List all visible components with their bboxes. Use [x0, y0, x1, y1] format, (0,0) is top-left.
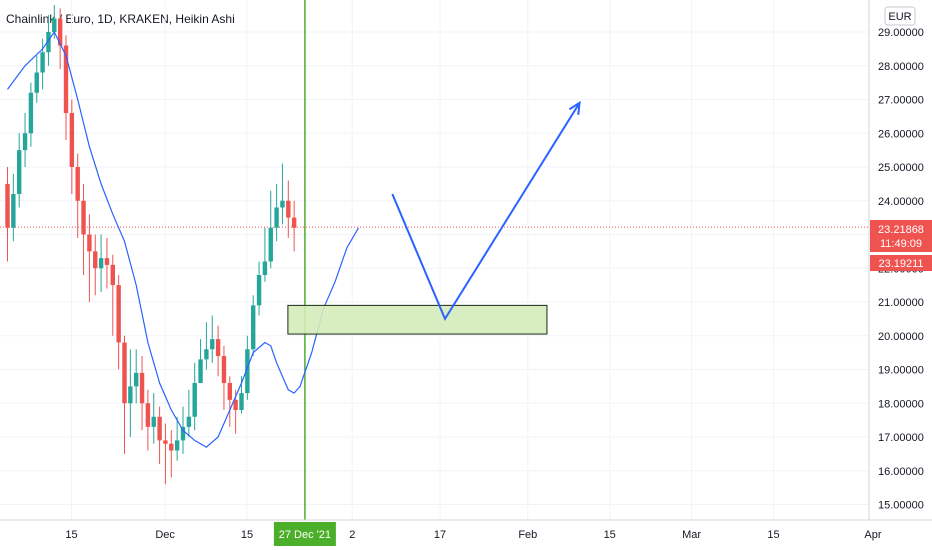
candle-body [192, 383, 197, 417]
support-zone-rectangle[interactable] [287, 304, 548, 335]
candle-body [87, 234, 92, 252]
candle-body [180, 426, 186, 441]
candle-body [221, 356, 227, 383]
candle-body [163, 440, 168, 444]
candle-body [46, 32, 51, 53]
countdown-timer: 11:49:09 [880, 238, 922, 250]
candle-body [291, 217, 297, 228]
price-tick-label: 29.00000 [878, 27, 924, 39]
candle-body [280, 200, 285, 208]
price-tick-label: 20.00000 [878, 331, 924, 343]
price-tick-label: 26.00000 [878, 128, 924, 140]
candle-body [40, 52, 45, 73]
second-price-tag: 23.19211 [870, 255, 932, 271]
candle-body [174, 440, 180, 451]
candle-body [262, 261, 268, 275]
candle-body [11, 194, 16, 228]
candle-body [210, 339, 215, 350]
candle-body [104, 258, 110, 265]
candle-body [93, 251, 98, 269]
candle-body [268, 227, 273, 262]
candle-body [34, 72, 39, 93]
candle-body [75, 167, 80, 201]
current-price-value: 23.21868 [878, 224, 924, 236]
time-tick-label: Dec [155, 529, 175, 541]
time-tick-label: 15 [65, 529, 77, 541]
time-tick-label: 15 [241, 529, 253, 541]
candle-body [28, 92, 34, 134]
time-axis[interactable] [0, 520, 869, 550]
candle-body [186, 416, 192, 427]
crosshair-time-label: 27 Dec '21 [273, 522, 336, 546]
time-tick-label: 17 [434, 529, 446, 541]
projection-arrow[interactable] [391, 100, 581, 322]
price-tick-label: 27.00000 [878, 95, 924, 107]
candle-body [139, 372, 145, 404]
candle-body [169, 443, 174, 451]
price-tick-label: 15.00000 [878, 500, 924, 512]
candle-body [17, 150, 22, 194]
price-tick-label: 18.00000 [878, 398, 924, 410]
candle-body [251, 305, 256, 350]
candle-body [69, 113, 75, 167]
candle-body [81, 200, 86, 235]
price-tick-label: 19.00000 [878, 365, 924, 377]
time-tick-label: Feb [518, 529, 537, 541]
price-tick-label: 21.00000 [878, 297, 924, 309]
candle-body [157, 416, 162, 441]
current-price-tag: 23.21868 11:49:09 [870, 220, 932, 252]
price-tick-label: 16.00000 [878, 466, 924, 478]
moving-average-line [7, 30, 360, 448]
candle-body [116, 285, 121, 343]
candle-body [57, 18, 63, 46]
candle-body [286, 200, 291, 218]
candle-body [110, 264, 115, 286]
candle-body [245, 349, 250, 394]
candle-body [239, 393, 244, 410]
price-tick-label: 28.00000 [878, 61, 924, 73]
time-tick-label: Apr [864, 529, 881, 541]
price-tick-label: 24.00000 [878, 196, 924, 208]
time-tick-label: 15 [604, 529, 616, 541]
candle-body [63, 45, 69, 113]
currency-button[interactable] [884, 6, 916, 26]
candle-body [145, 403, 151, 427]
candle-body [52, 18, 57, 32]
candle-body [204, 349, 209, 360]
currency-label: EUR [888, 11, 911, 23]
candle-body [215, 339, 221, 356]
time-tick-label: 2 [349, 529, 355, 541]
projection-path [391, 102, 581, 322]
price-tick-label: 25.00000 [878, 162, 924, 174]
second-price-value: 23.19211 [878, 258, 923, 270]
candle-body [128, 386, 133, 404]
candle-body [274, 207, 279, 228]
candle-body [134, 372, 139, 387]
candle-body [122, 342, 127, 404]
grid [0, 0, 874, 520]
time-axis-ticks: 15 Dec 15 2 17 Feb 15 Mar 15 Apr [65, 529, 881, 541]
candle-body [256, 275, 262, 306]
price-tick-label: 17.00000 [878, 432, 924, 444]
candle-body [98, 258, 104, 269]
candle-body [22, 133, 28, 151]
chart-title: Chainlink / Euro, 1D, KRAKEN, Heikin Ash… [6, 12, 235, 26]
candle-body [198, 359, 203, 383]
candlestick-series [5, 5, 297, 485]
candle-body [227, 383, 232, 400]
candle-body [233, 399, 238, 410]
time-tick-label: 15 [767, 529, 779, 541]
candle-body [5, 183, 10, 228]
candle-body [151, 416, 156, 427]
svg-text:27 Dec '21: 27 Dec '21 [279, 529, 331, 541]
time-tick-label: Mar [682, 529, 701, 541]
arrow-head [568, 100, 581, 115]
